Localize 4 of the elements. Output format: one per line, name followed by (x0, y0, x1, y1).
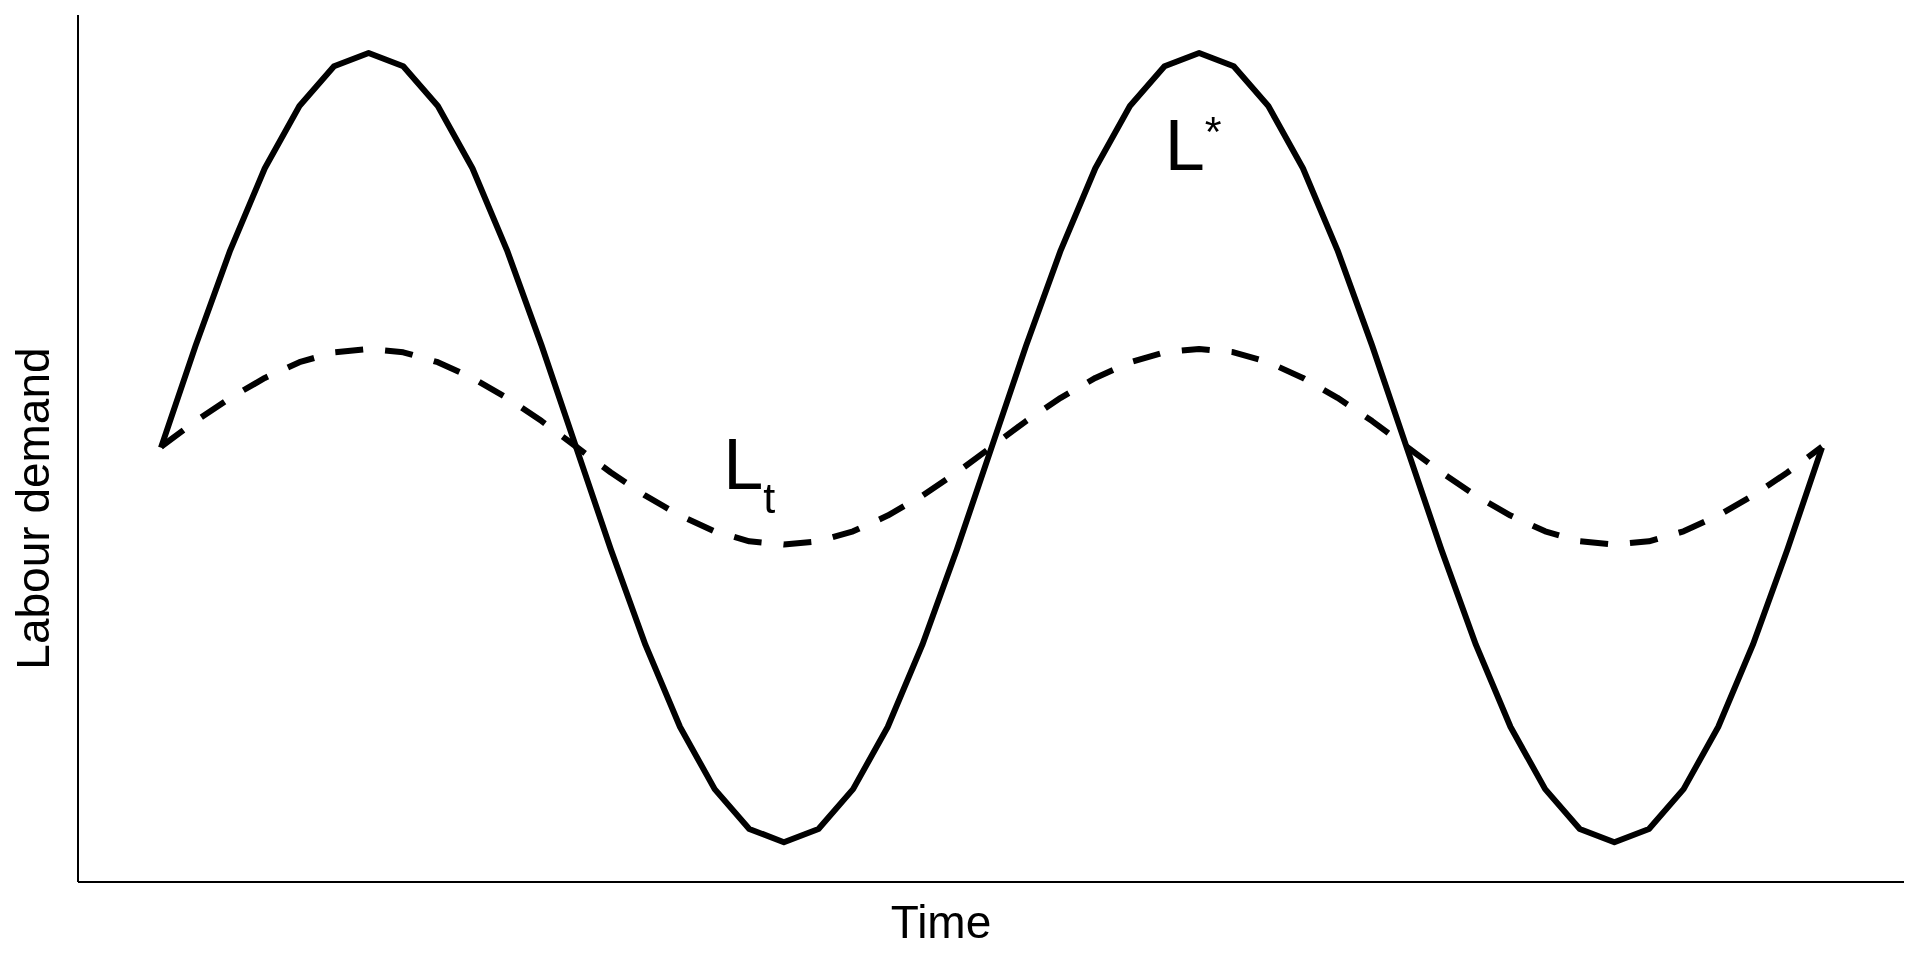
x-axis-title: Time (890, 896, 992, 948)
series-label: L$_{t}$ (723, 424, 776, 522)
series-label: L$^{*}$ (1164, 105, 1222, 185)
y-axis-title: Labour demand (7, 347, 59, 670)
